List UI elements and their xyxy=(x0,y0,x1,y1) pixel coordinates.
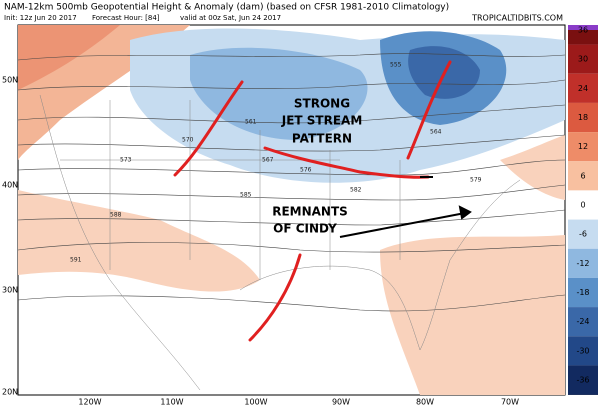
lon-label: 110W xyxy=(160,398,183,407)
colorbar-segment xyxy=(568,161,598,191)
lat-label: 40N xyxy=(2,181,18,190)
colorbar-segment xyxy=(568,44,598,74)
contour-label: 555 xyxy=(390,62,402,69)
colorbar-segment xyxy=(568,248,598,278)
forecast-hour: Forecast Hour: [84] xyxy=(92,14,160,22)
contour-label: 570 xyxy=(182,137,194,144)
colorbar-tick-label: -6 xyxy=(579,230,587,239)
colorbar-tick-label: 30 xyxy=(578,55,588,64)
colorbar-segment xyxy=(568,365,598,395)
lat-label: 20N xyxy=(2,388,18,397)
contour-label: 561 xyxy=(245,119,257,126)
colorbar-tick-label: -36 xyxy=(576,376,589,385)
lon-label: 80W xyxy=(416,398,434,407)
colorbar-tick-label: 6 xyxy=(580,171,585,180)
colorbar-tick-label: -18 xyxy=(576,288,589,297)
colorbar-tick-label: -12 xyxy=(576,259,589,268)
warm-anomaly xyxy=(18,25,120,90)
arrows xyxy=(339,176,472,238)
colorbar-segment xyxy=(568,190,598,220)
source: TROPICALTIDBITS.COM xyxy=(471,14,563,23)
colorbar-segment xyxy=(568,102,598,133)
annotation: PATTERN xyxy=(292,132,352,146)
cold-anomaly xyxy=(190,47,368,140)
contour-label: 579 xyxy=(470,177,482,184)
lat-label: 50N xyxy=(2,76,18,85)
contour-label: 591 xyxy=(70,257,82,264)
contour-label: 576 xyxy=(300,167,312,174)
contour-label: 564 xyxy=(430,129,442,136)
colorbar-segment xyxy=(568,277,598,308)
annotation: STRONG xyxy=(294,97,350,111)
coastlines xyxy=(39,94,521,391)
colorbar-segment xyxy=(568,132,598,162)
title: NAM-12km 500mb Geopotential Height & Ano… xyxy=(4,3,449,13)
contour-label: 588 xyxy=(110,212,122,219)
annotation: OF CINDY xyxy=(273,222,337,236)
warm-anomaly xyxy=(500,135,565,200)
colorbar-tick-label: 24 xyxy=(578,84,588,93)
lon-label: 90W xyxy=(332,398,350,407)
lon-label: 70W xyxy=(501,398,519,407)
contour-label: 567 xyxy=(262,157,274,164)
lat-label: 30N xyxy=(2,286,18,295)
colorbar-tick-label: 18 xyxy=(578,113,588,122)
contour-label: 582 xyxy=(350,187,362,194)
colorbar-segment xyxy=(568,336,598,366)
colorbar-tick-label: -30 xyxy=(576,346,589,355)
colorbar-tick-label: 36 xyxy=(578,26,588,35)
lon-label: 120W xyxy=(78,398,101,407)
colorbar-tick-label: 12 xyxy=(578,142,588,151)
height-contours xyxy=(18,53,565,312)
warm-anomaly xyxy=(380,235,565,395)
colorbar-segment xyxy=(568,30,598,45)
contour-label: 585 xyxy=(240,192,252,199)
warm-anomaly xyxy=(18,190,260,292)
annotation: REMNANTS xyxy=(272,205,348,219)
lon-label: 100W xyxy=(244,398,267,407)
colorbar-segment xyxy=(568,219,598,249)
colorbar-tick-label: -24 xyxy=(576,317,589,326)
colorbar-segment xyxy=(568,73,598,103)
trough-marks xyxy=(173,60,452,342)
map xyxy=(17,24,566,396)
init: Init: 12z Jun 20 2017 xyxy=(4,14,77,22)
colorbar-segment xyxy=(568,307,598,337)
colorbar-tick-label: 0 xyxy=(580,201,585,210)
annotation: JET STREAM xyxy=(281,114,363,128)
contour-label: 573 xyxy=(120,157,132,164)
valid: valid at 00z Sat, Jun 24 2017 xyxy=(180,14,281,22)
